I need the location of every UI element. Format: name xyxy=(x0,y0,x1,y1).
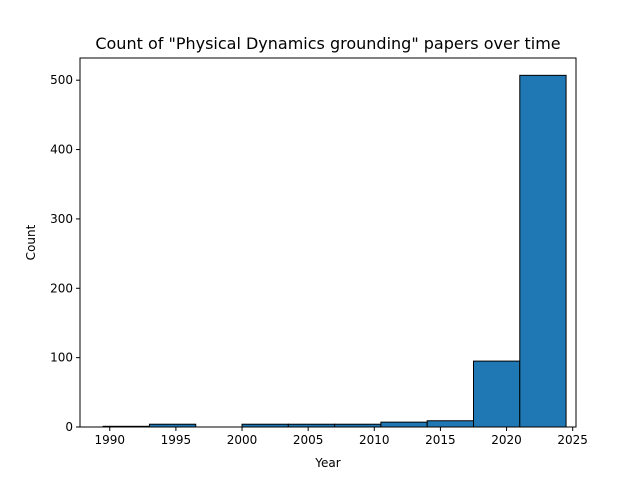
y-axis-label: Count xyxy=(24,224,38,260)
x-tick-label: 2010 xyxy=(359,433,390,447)
x-tick-label: 2025 xyxy=(557,433,588,447)
y-tick-label: 300 xyxy=(50,212,73,226)
x-tick-label: 1990 xyxy=(94,433,125,447)
y-axis-ticks: 0 100 200 300 400 500 xyxy=(50,73,80,434)
x-axis-ticks: 1990 1995 2000 2005 2010 2015 2020 2025 xyxy=(94,427,588,447)
y-tick-label: 200 xyxy=(50,281,73,295)
histogram-bar xyxy=(519,74,567,428)
x-tick-label: 2020 xyxy=(491,433,522,447)
y-tick-label: 100 xyxy=(50,351,73,365)
histogram-bar xyxy=(426,420,474,428)
y-tick-label: 0 xyxy=(65,420,73,434)
y-tick-label: 500 xyxy=(50,73,73,87)
y-tick-label: 400 xyxy=(50,143,73,157)
histogram-bar xyxy=(472,360,521,428)
x-tick-label: 2005 xyxy=(293,433,324,447)
plot-frame xyxy=(79,57,577,428)
histogram-bar xyxy=(380,421,428,428)
x-tick-label: 1995 xyxy=(161,433,192,447)
x-axis-label: Year xyxy=(314,456,340,470)
chart-title: Count of "Physical Dynamics grounding" p… xyxy=(95,34,560,53)
x-tick-label: 2015 xyxy=(425,433,456,447)
bars-group xyxy=(102,74,567,428)
x-tick-label: 2000 xyxy=(227,433,258,447)
